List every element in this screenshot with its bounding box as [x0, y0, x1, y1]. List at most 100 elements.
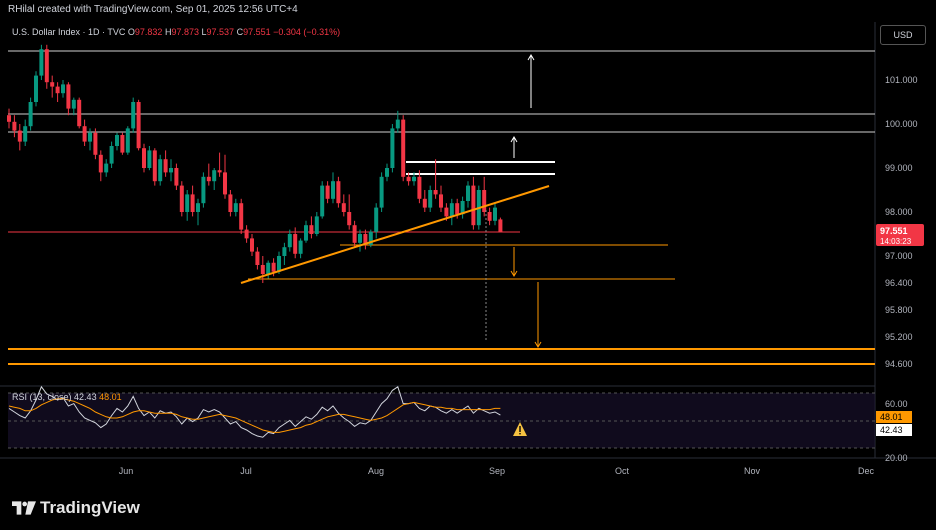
candle	[163, 150, 168, 177]
candle-body	[196, 203, 200, 212]
candle-body	[179, 185, 184, 212]
candle	[471, 176, 476, 230]
candle-body	[422, 198, 427, 208]
candle-body	[250, 238, 254, 252]
tradingview-logo[interactable]: TradingView	[12, 497, 140, 519]
candle	[347, 194, 352, 230]
candle-body	[136, 102, 141, 149]
candle	[493, 203, 497, 226]
candle	[174, 163, 179, 190]
rsi-ma-line	[8, 398, 501, 433]
candle	[39, 44, 44, 80]
candle	[379, 172, 384, 212]
rsi-ma-tag: 48.01	[876, 411, 912, 423]
candle-body	[233, 203, 238, 212]
candle-body	[401, 119, 406, 177]
candle	[395, 110, 400, 133]
candle-body	[39, 49, 44, 76]
candle-body	[82, 126, 87, 142]
price-tick-label: 96.400	[885, 278, 913, 288]
time-tick-label: Dec	[858, 466, 875, 476]
candle-body	[487, 212, 492, 221]
candle-body	[390, 128, 395, 168]
symbol-name: U.S. Dollar Index · 1D · TVC	[12, 27, 126, 37]
price-tick-label: 98.000	[885, 207, 913, 217]
candle-body	[395, 119, 400, 129]
candle	[179, 181, 184, 217]
candle-body	[358, 234, 362, 243]
candle-body	[55, 86, 60, 94]
candle-body	[217, 170, 222, 173]
candle-body	[304, 225, 308, 241]
warning-dot	[519, 433, 521, 435]
candle	[309, 216, 314, 239]
open-label: O	[127, 27, 135, 37]
candle	[217, 152, 222, 177]
candle	[363, 229, 368, 250]
candle-body	[455, 203, 460, 215]
candle	[298, 238, 303, 259]
candle-body	[336, 181, 341, 204]
candle-body	[223, 172, 227, 195]
current-price-tag-bg	[876, 224, 924, 246]
candle	[422, 190, 427, 212]
close-label: C	[236, 27, 244, 37]
currency-button[interactable]: USD	[880, 25, 926, 45]
candle	[401, 115, 406, 182]
candle	[104, 159, 109, 177]
candle	[152, 148, 157, 186]
down-arrow-target-96	[510, 247, 518, 277]
created-by-label: RHilal created with TradingView.com, Sep…	[8, 4, 298, 15]
candle	[244, 225, 249, 243]
candle-body	[115, 135, 119, 146]
candle-body	[271, 262, 276, 272]
candle-body	[71, 99, 76, 109]
low-value: 97.537	[206, 27, 235, 37]
candle	[115, 132, 119, 151]
candle	[417, 170, 422, 204]
candle	[109, 141, 114, 168]
candle-body	[471, 185, 476, 226]
up-arrow-target-100-head	[510, 136, 518, 143]
candle	[158, 154, 163, 186]
candle-body	[169, 168, 173, 173]
candle	[487, 207, 492, 226]
candle	[34, 71, 38, 107]
candle	[233, 198, 238, 217]
candle	[136, 99, 141, 151]
candle-body	[88, 132, 92, 142]
candle	[287, 229, 292, 252]
candle	[12, 115, 17, 138]
candle	[212, 168, 217, 190]
candle-body	[352, 225, 357, 243]
candle-body	[17, 130, 22, 142]
candle	[44, 44, 49, 89]
candle	[406, 172, 411, 186]
candle-body	[466, 185, 470, 201]
warning-icon	[513, 422, 527, 436]
open-value: 97.832	[134, 27, 163, 37]
current-price-value: 97.551	[880, 226, 908, 236]
candle	[7, 108, 11, 129]
candle	[331, 172, 335, 204]
candles-layer	[7, 44, 503, 283]
candle	[169, 159, 173, 182]
candle-body	[460, 201, 465, 215]
price-tick-label: 99.000	[885, 163, 913, 173]
candle-body	[147, 150, 152, 168]
candle-body	[98, 154, 103, 173]
time-tick-label: Jul	[240, 466, 252, 476]
candle-body	[206, 176, 211, 182]
candle	[460, 196, 465, 219]
candle	[368, 229, 373, 248]
footer	[0, 488, 936, 530]
chart-canvas[interactable]: 101.000 100.000 99.000 98.000 97.000 96.400 95…	[0, 22, 936, 488]
current-price-countdown: 14:03:23	[880, 237, 912, 246]
candle	[449, 198, 454, 226]
price-tick-label: 95.200	[885, 332, 913, 342]
candle-body	[309, 225, 314, 234]
candle-body	[125, 128, 130, 153]
candle	[304, 220, 308, 243]
candle-body	[255, 251, 260, 265]
